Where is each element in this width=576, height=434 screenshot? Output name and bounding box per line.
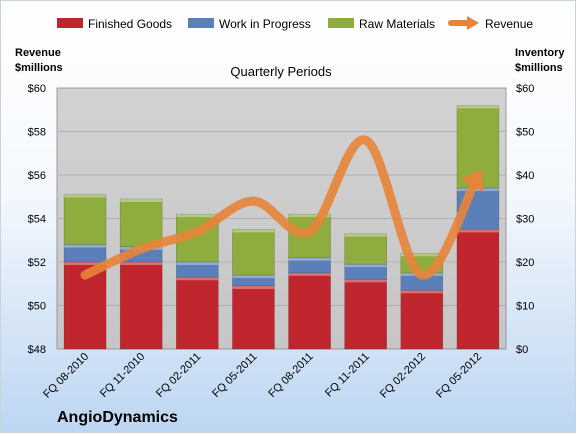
- bar-highlight: [232, 285, 275, 289]
- bar-highlight: [120, 198, 163, 202]
- bar-finished-goods: [400, 289, 444, 350]
- bar-highlight: [344, 279, 387, 283]
- bar-highlight: [456, 105, 499, 109]
- bar-highlight: [456, 229, 499, 233]
- category-label: FQ 08-2010: [41, 351, 91, 401]
- left-tick-label: $60: [28, 83, 46, 95]
- left-tick-label: $52: [28, 257, 46, 269]
- category-label: FQ 08-2011: [266, 351, 315, 400]
- bar-finished-goods: [456, 229, 500, 350]
- right-tick-label: $30: [516, 214, 534, 226]
- category-label: FQ 11-2010: [98, 351, 147, 400]
- left-tick-label: $56: [28, 170, 46, 182]
- bar-highlight: [176, 262, 219, 265]
- right-tick-label: $0: [516, 344, 528, 356]
- category-label: FQ 02-2012: [378, 351, 428, 401]
- right-tick-label: $60: [516, 83, 534, 95]
- category-label: FQ 11-2011: [323, 351, 372, 400]
- bar-highlight: [288, 214, 331, 218]
- revenue-arrowhead: [460, 169, 484, 192]
- legend-label-raw-materials: Raw Materials: [359, 17, 435, 31]
- bar-highlight: [120, 262, 163, 265]
- legend-swatch-work-in-progress: [188, 18, 214, 28]
- bar-finished-goods: [344, 279, 387, 350]
- right-axis-label-line2: $millions: [515, 62, 563, 74]
- bar-highlight: [344, 233, 387, 237]
- bar-finished-goods: [119, 261, 163, 350]
- bar-finished-goods: [232, 285, 275, 350]
- legend: Finished Goods Work in Progress Raw Mate…: [57, 16, 533, 31]
- bar-highlight: [64, 262, 107, 265]
- right-tick-label: $40: [516, 170, 534, 182]
- legend-arrowhead-revenue: [467, 16, 479, 30]
- left-axis-label-line2: $millions: [15, 62, 63, 74]
- bar-highlight: [176, 214, 219, 218]
- bar-raw-materials: [232, 229, 275, 276]
- legend-label-work-in-progress: Work in Progress: [219, 17, 311, 31]
- right-axis-label-line1: Inventory: [515, 47, 565, 59]
- right-tick-label: $50: [516, 127, 534, 139]
- legend-swatch-raw-materials: [328, 18, 354, 28]
- legend-swatch-finished-goods: [57, 18, 83, 28]
- right-tick-label: $20: [516, 257, 534, 269]
- bar-highlight: [400, 253, 443, 257]
- chart-subtitle: Quarterly Periods: [230, 64, 332, 79]
- bar-highlight: [344, 264, 387, 268]
- left-tick-label: $58: [28, 127, 46, 139]
- bar-finished-goods: [288, 272, 331, 350]
- category-label: FQ 05-2011: [210, 351, 259, 400]
- bar-highlight: [456, 188, 499, 192]
- bar-highlight: [232, 229, 275, 233]
- right-tick-label: $10: [516, 301, 534, 313]
- bar-highlight: [176, 277, 219, 281]
- bar-highlight: [400, 290, 443, 294]
- category-label: FQ 02-2011: [154, 351, 203, 400]
- left-tick-label: $50: [28, 301, 46, 313]
- bar-raw-materials: [63, 194, 107, 245]
- bar-finished-goods: [176, 276, 219, 350]
- revenue-line: [80, 135, 483, 280]
- bar-highlight: [288, 272, 331, 276]
- left-axis-label-line1: Revenue: [15, 47, 61, 59]
- category-label: FQ 05-2012: [434, 351, 484, 401]
- legend-label-finished-goods: Finished Goods: [88, 17, 172, 31]
- bar-raw-materials: [344, 233, 387, 265]
- left-tick-label: $48: [28, 344, 46, 356]
- bar-highlight: [288, 257, 331, 261]
- company-name: AngioDynamics: [57, 409, 178, 426]
- left-tick-label: $54: [28, 214, 46, 226]
- bar-highlight: [64, 244, 107, 248]
- bar-highlight: [64, 194, 107, 198]
- bar-finished-goods: [63, 261, 107, 350]
- legend-label-revenue: Revenue: [485, 17, 533, 31]
- bar-highlight: [232, 275, 275, 279]
